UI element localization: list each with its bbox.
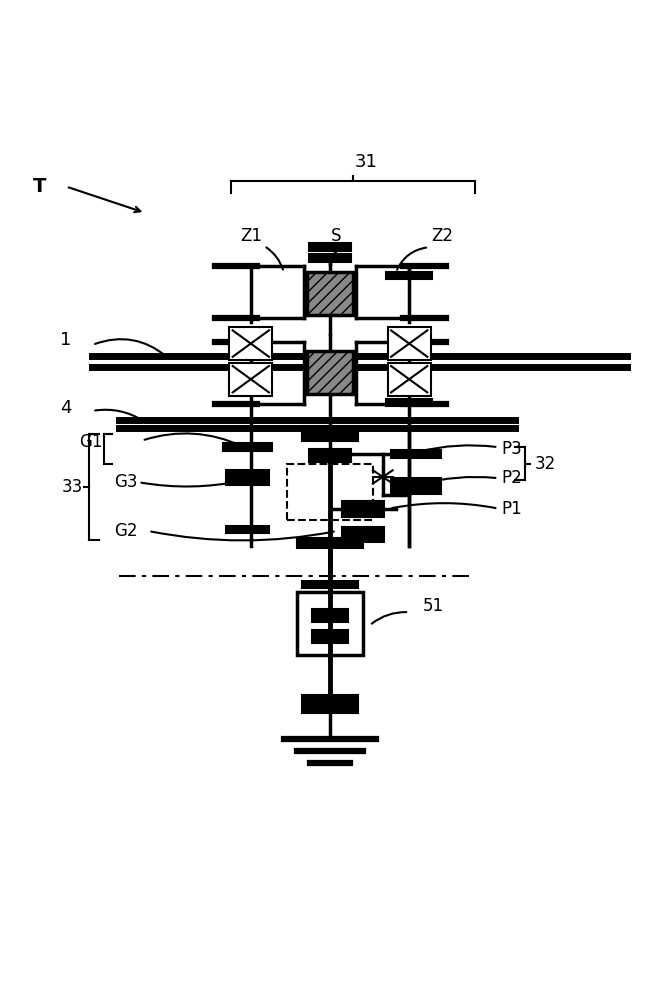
Bar [302, 705, 358, 713]
Bar [302, 433, 358, 441]
Bar [342, 527, 384, 534]
Text: G1: G1 [79, 433, 103, 451]
Bar [312, 616, 348, 622]
Text: 51: 51 [422, 597, 444, 615]
Bar [307, 351, 353, 394]
Bar [230, 363, 272, 396]
Bar [226, 479, 269, 485]
Text: G2: G2 [114, 522, 137, 540]
Bar [297, 592, 363, 655]
Bar [391, 478, 441, 485]
Bar [302, 426, 358, 434]
Text: Z2: Z2 [431, 227, 453, 245]
Bar [312, 609, 348, 615]
Bar [302, 695, 358, 703]
Bar [297, 538, 363, 548]
Bar [302, 581, 358, 588]
Bar [388, 363, 431, 396]
Bar [226, 470, 269, 477]
Bar [342, 510, 384, 516]
Text: 1: 1 [60, 331, 72, 349]
Bar [386, 399, 432, 406]
Text: P1: P1 [502, 500, 522, 518]
Bar [309, 449, 351, 455]
Bar [287, 464, 373, 520]
Bar [230, 327, 272, 360]
Text: 31: 31 [355, 153, 378, 171]
Text: S: S [331, 227, 342, 245]
Bar [342, 536, 384, 542]
Bar [391, 450, 441, 458]
Bar [309, 254, 351, 262]
Bar [312, 630, 348, 636]
Text: 32: 32 [535, 455, 556, 473]
Bar [388, 327, 431, 360]
Text: Z1: Z1 [240, 227, 262, 245]
Bar [307, 272, 353, 315]
Text: 33: 33 [62, 478, 83, 496]
Bar [223, 443, 273, 451]
Bar [312, 637, 348, 643]
Text: T: T [33, 177, 46, 196]
Bar [309, 243, 351, 251]
Bar [342, 501, 384, 508]
Text: P2: P2 [502, 469, 522, 487]
Text: 4: 4 [60, 399, 72, 417]
Bar [309, 455, 351, 462]
Bar [391, 486, 441, 494]
Bar [226, 526, 269, 533]
Bar [386, 272, 432, 279]
Text: P3: P3 [502, 440, 522, 458]
Text: G3: G3 [114, 473, 137, 491]
